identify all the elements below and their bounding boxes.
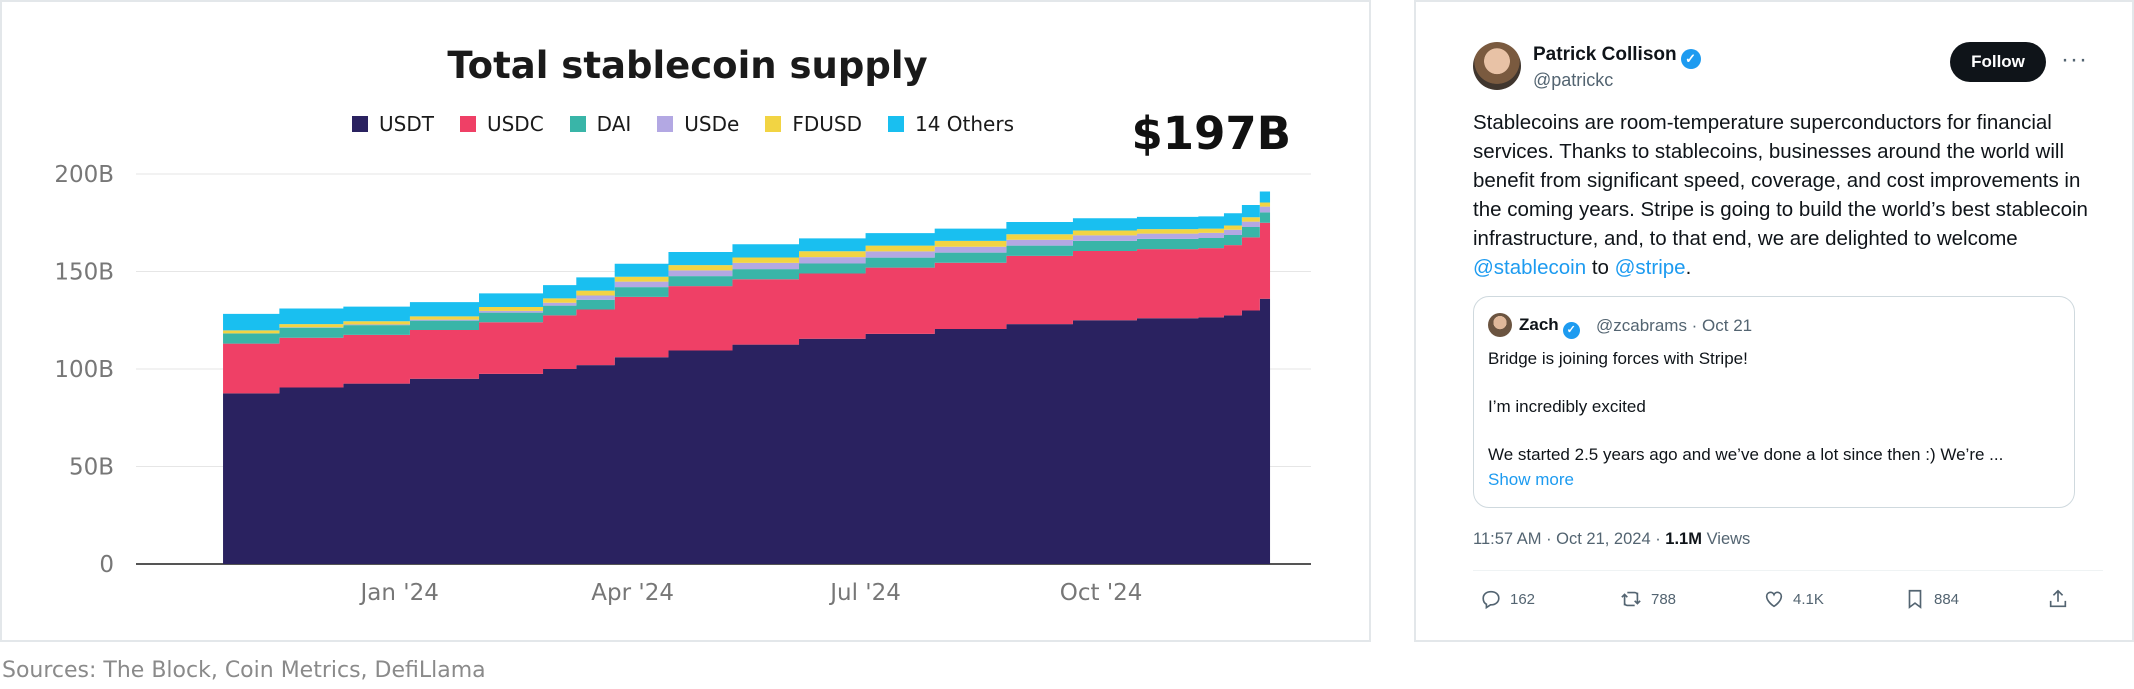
- area-series-fdusd: [223, 190, 1271, 334]
- legend-swatch: [887, 116, 904, 132]
- quote-line-1: Bridge is joining forces with Stripe!: [1488, 349, 1748, 368]
- like-button[interactable]: 4.1K: [1763, 588, 1824, 610]
- legend-item: USDe: [657, 112, 739, 136]
- legend-swatch: [657, 116, 674, 132]
- quote-line-2: I’m incredibly excited: [1488, 397, 1646, 416]
- views-count: 1.1M: [1665, 530, 1702, 548]
- tweet-meta: 11:57 AM · Oct 21, 2024 · 1.1M Views: [1473, 530, 1750, 549]
- legend-label: USDC: [486, 112, 544, 136]
- retweet-button[interactable]: 788: [1619, 588, 1676, 610]
- x-tick-label: Jan '24: [358, 580, 438, 606]
- author-handle[interactable]: @patrickc: [1533, 70, 1614, 90]
- area-series-usdc: [223, 211, 1271, 394]
- legend-label: FDUSD: [792, 112, 862, 136]
- legend-swatch: [459, 116, 476, 132]
- tweet-text-end: .: [1685, 256, 1692, 279]
- bookmark-icon: [1908, 589, 1922, 609]
- retweet-icon: [1621, 591, 1641, 607]
- chart-title: Total stablecoin supply: [447, 44, 928, 87]
- legend-item: 14 Others: [887, 112, 1014, 136]
- legend-swatch: [352, 116, 368, 132]
- tweet-text-body: Stablecoins are room-temperature superco…: [1473, 111, 2088, 250]
- legend-item: DAI: [569, 112, 632, 136]
- chart-legend: USDT USDC DAI USDe FDUSD 14 Others: [352, 112, 1014, 136]
- tweet-card[interactable]: Patrick Collison ✓ @patrickc Follow ··· S…: [1414, 0, 2134, 642]
- quoted-tweet-card[interactable]: Zach ✓ @zcabrams · Oct 21 Bridge is joini…: [1473, 296, 2075, 508]
- stacked-area-chart: 0 50B 100B 150B 200B Jan '24 Apr '24 Jul '24 Oct…: [54, 162, 1311, 606]
- y-tick-label: 150B: [54, 260, 114, 286]
- legend-label: 14 Others: [914, 112, 1014, 136]
- like-count: 4.1K: [1793, 590, 1824, 608]
- reply-button[interactable]: 162: [1480, 588, 1535, 610]
- show-more-link[interactable]: Show more: [1488, 470, 1574, 489]
- legend-label: DAI: [596, 112, 632, 136]
- mention-stablecoin-link[interactable]: @stablecoin: [1473, 256, 1587, 279]
- follow-button[interactable]: Follow: [1950, 42, 2046, 82]
- quote-author-avatar: [1488, 313, 1512, 337]
- x-tick-label: Apr '24: [591, 580, 674, 606]
- legend-swatch: [765, 116, 782, 132]
- author-name[interactable]: Patrick Collison: [1533, 44, 1677, 65]
- bookmark-count: 884: [1934, 590, 1960, 608]
- tweet-text-joiner: to: [1586, 256, 1615, 279]
- y-tick-label: 50B: [69, 455, 114, 481]
- legend-label: USDe: [684, 112, 740, 136]
- legend-swatch: [569, 116, 586, 132]
- total-supply-label: $197B: [1131, 107, 1291, 160]
- area-series-14-others: [223, 179, 1271, 331]
- divider: [1473, 570, 2103, 571]
- area-series-dai: [223, 200, 1271, 344]
- legend-item: USDT: [352, 112, 434, 136]
- quote-author-name: Zach: [1519, 315, 1559, 334]
- sources-caption: Sources: The Block, Coin Metrics, DefiLl…: [2, 658, 486, 683]
- area-series-usde: [223, 194, 1271, 334]
- mention-stripe-link[interactable]: @stripe: [1614, 256, 1686, 279]
- tweet-timestamp[interactable]: 11:57 AM · Oct 21, 2024 ·: [1473, 530, 1666, 548]
- author-name-row[interactable]: Patrick Collison ✓: [1533, 44, 1701, 69]
- quote-handle-date: @zcabrams · Oct 21: [1596, 316, 1753, 335]
- share-button[interactable]: [2047, 588, 2069, 610]
- legend-item: USDC: [459, 112, 544, 136]
- area-series-usdt: [223, 289, 1271, 564]
- y-tick-label: 0: [99, 552, 114, 578]
- chart-panel: Total stablecoin supply USDT USDC DAI USDe F…: [0, 0, 1371, 642]
- quote-verified-badge-icon: ✓: [1562, 322, 1580, 339]
- y-tick-label: 100B: [54, 357, 114, 383]
- legend-label: USDT: [379, 112, 434, 136]
- quote-line-3: We started 2.5 years ago and we’ve done …: [1488, 445, 2004, 464]
- views-label: Views: [1701, 530, 1751, 548]
- x-tick-label: Jul '24: [828, 580, 901, 606]
- ellipsis-icon[interactable]: ···: [2061, 46, 2088, 73]
- share-icon: [2049, 589, 2067, 608]
- y-tick-label: 200B: [54, 162, 114, 188]
- quote-author-row: Zach ✓: [1519, 315, 1580, 339]
- verified-badge-icon: ✓: [1680, 49, 1701, 69]
- legend-item: FDUSD: [765, 112, 862, 136]
- retweet-count: 788: [1651, 590, 1677, 608]
- bookmark-button[interactable]: 884: [1904, 588, 1959, 610]
- reply-icon: [1482, 590, 1500, 610]
- heart-icon: [1765, 591, 1783, 608]
- tweet-text: Stablecoins are room-temperature superco…: [1473, 108, 2103, 282]
- reply-count: 162: [1510, 590, 1536, 608]
- x-tick-label: Oct '24: [1060, 580, 1143, 606]
- author-avatar[interactable]: [1473, 42, 1521, 90]
